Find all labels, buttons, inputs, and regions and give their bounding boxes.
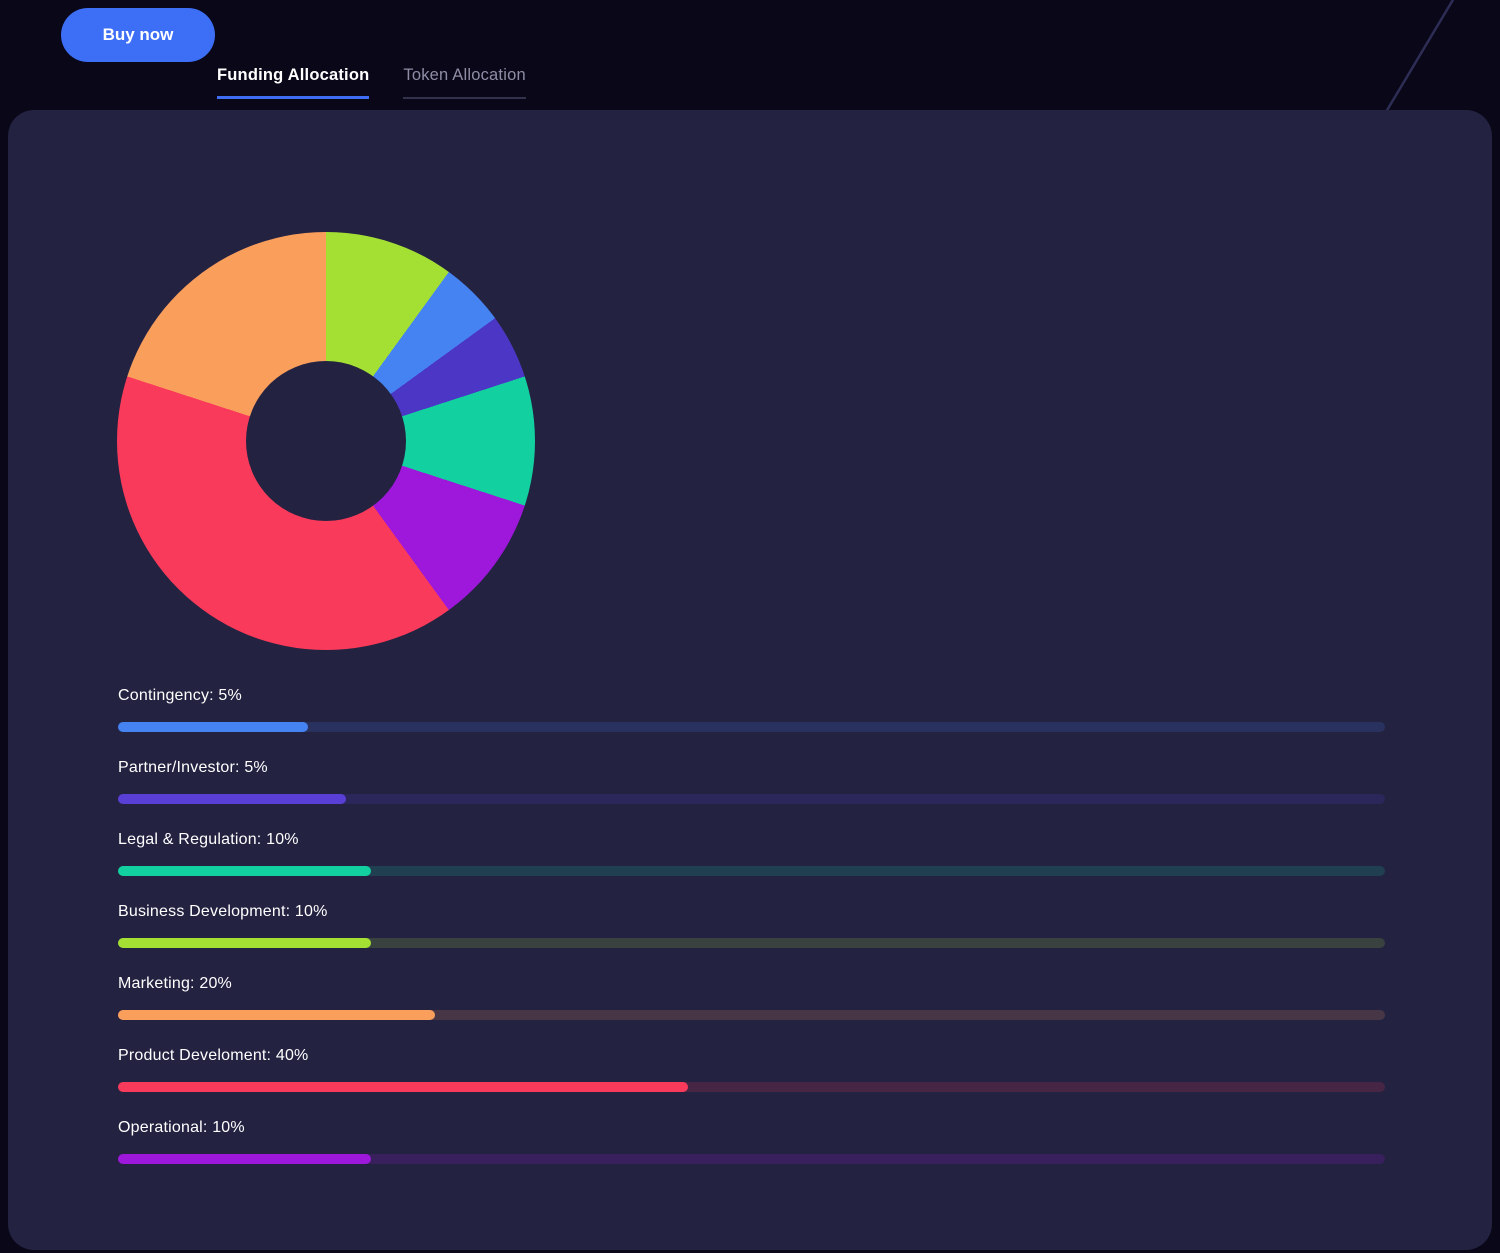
allocation-row: Marketing: 20% xyxy=(118,974,1385,1020)
allocation-row-label: Product Develoment: 40% xyxy=(118,1047,309,1064)
allocation-bar-fill xyxy=(118,1154,372,1164)
buy-now-button[interactable]: Buy now xyxy=(61,8,215,62)
allocation-bar-fill xyxy=(118,1010,435,1020)
tab-bar: Funding Allocation Token Allocation xyxy=(217,66,526,99)
allocation-bar-fill xyxy=(118,866,372,876)
allocation-row: Operational: 10% xyxy=(118,1118,1385,1164)
allocation-row: Legal & Regulation: 10% xyxy=(118,830,1385,876)
allocation-row-label: Partner/Investor: 5% xyxy=(118,759,268,776)
allocation-card: Contingency: 5% Partner/Investor: 5% Legal… xyxy=(8,110,1492,1250)
allocation-bar-track xyxy=(118,1154,1385,1164)
allocation-bar-fill xyxy=(118,722,309,732)
decorative-arc xyxy=(1380,0,1455,118)
allocation-row-label: Contingency: 5% xyxy=(118,687,242,704)
allocation-bars-list: Contingency: 5% Partner/Investor: 5% Legal… xyxy=(118,686,1385,1190)
tab-funding-allocation[interactable]: Funding Allocation xyxy=(217,66,370,99)
donut-chart-wrap xyxy=(117,232,535,650)
allocation-row-label: Marketing: 20% xyxy=(118,975,232,992)
allocation-bar-fill xyxy=(118,938,372,948)
allocation-row: Business Development: 10% xyxy=(118,902,1385,948)
allocation-bar-track xyxy=(118,722,1385,732)
allocation-bar-track xyxy=(118,938,1385,948)
donut-hole xyxy=(246,361,406,521)
allocation-row: Product Develoment: 40% xyxy=(118,1046,1385,1092)
allocation-bar-track xyxy=(118,1082,1385,1092)
tab-token-allocation[interactable]: Token Allocation xyxy=(403,66,526,99)
allocation-row: Contingency: 5% xyxy=(118,686,1385,732)
allocation-row-label: Operational: 10% xyxy=(118,1119,245,1136)
allocation-row: Partner/Investor: 5% xyxy=(118,758,1385,804)
allocation-bar-track xyxy=(118,866,1385,876)
allocation-bar-track xyxy=(118,1010,1385,1020)
allocation-bar-fill xyxy=(118,1082,689,1092)
allocation-row-label: Legal & Regulation: 10% xyxy=(118,831,299,848)
allocation-row-label: Business Development: 10% xyxy=(118,903,328,920)
allocation-bar-fill xyxy=(118,794,347,804)
allocation-bar-track xyxy=(118,794,1385,804)
